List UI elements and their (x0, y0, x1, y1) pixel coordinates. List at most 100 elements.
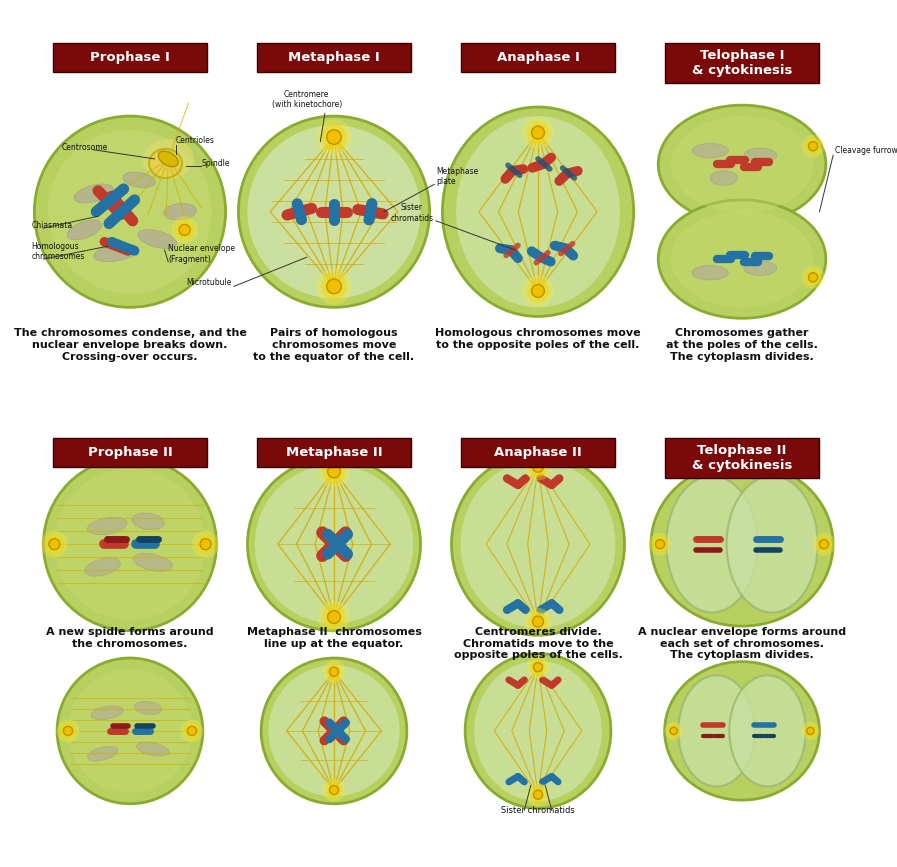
Ellipse shape (671, 116, 813, 212)
Text: A nuclear envelope forms around
each set of chromosomes.
The cytoplasm divides.: A nuclear envelope forms around each set… (638, 627, 846, 661)
Ellipse shape (132, 513, 164, 530)
Ellipse shape (327, 465, 340, 478)
FancyBboxPatch shape (257, 43, 412, 72)
Ellipse shape (329, 667, 338, 676)
FancyBboxPatch shape (53, 438, 207, 466)
Ellipse shape (187, 727, 196, 735)
Ellipse shape (808, 273, 818, 282)
Ellipse shape (57, 720, 80, 742)
Ellipse shape (85, 557, 120, 577)
Ellipse shape (656, 539, 665, 549)
Ellipse shape (321, 273, 347, 299)
Text: Telophase I
& cytokinesis: Telophase I & cytokinesis (692, 49, 792, 77)
Ellipse shape (34, 116, 226, 307)
Ellipse shape (135, 701, 161, 714)
Text: Centrosome: Centrosome (62, 143, 108, 152)
Ellipse shape (727, 476, 818, 612)
Ellipse shape (532, 284, 544, 297)
Text: Cleavage furrow: Cleavage furrow (835, 146, 897, 154)
Ellipse shape (49, 538, 60, 550)
Ellipse shape (522, 275, 554, 307)
Ellipse shape (466, 654, 611, 808)
Ellipse shape (801, 721, 820, 740)
Text: Anaphase II: Anaphase II (494, 446, 582, 459)
FancyBboxPatch shape (460, 438, 615, 466)
FancyBboxPatch shape (665, 43, 820, 83)
Ellipse shape (692, 143, 728, 158)
Ellipse shape (91, 706, 124, 720)
Text: Sister chromatids: Sister chromatids (501, 805, 575, 815)
Ellipse shape (68, 669, 192, 792)
Ellipse shape (527, 783, 549, 806)
Text: Nuclear envelope
(Fragment): Nuclear envelope (Fragment) (169, 244, 235, 264)
Ellipse shape (530, 786, 546, 803)
Ellipse shape (239, 116, 430, 307)
Ellipse shape (87, 517, 127, 535)
Text: Homologous
chromosomes: Homologous chromosomes (31, 242, 85, 261)
Ellipse shape (533, 616, 544, 627)
Ellipse shape (665, 721, 683, 740)
Ellipse shape (528, 457, 548, 477)
FancyBboxPatch shape (257, 438, 412, 466)
Ellipse shape (55, 468, 205, 620)
Ellipse shape (456, 116, 620, 307)
Ellipse shape (326, 782, 342, 799)
Text: Metaphase II: Metaphase II (285, 446, 382, 459)
Ellipse shape (196, 534, 215, 554)
Ellipse shape (149, 149, 182, 178)
Ellipse shape (442, 107, 633, 316)
Ellipse shape (658, 200, 826, 318)
Ellipse shape (815, 536, 832, 552)
Ellipse shape (533, 461, 544, 473)
Ellipse shape (255, 465, 414, 623)
Ellipse shape (671, 211, 813, 307)
Ellipse shape (45, 534, 65, 554)
Ellipse shape (43, 458, 216, 630)
Ellipse shape (67, 220, 101, 240)
Text: Anaphase I: Anaphase I (497, 51, 579, 64)
Ellipse shape (744, 148, 777, 162)
Ellipse shape (261, 658, 407, 804)
Ellipse shape (813, 533, 835, 556)
Ellipse shape (820, 539, 829, 549)
Text: Telophase II
& cytokinesis: Telophase II & cytokinesis (692, 444, 792, 472)
Text: The chromosomes condense, and the
nuclear envelope breaks down.
Crossing-over oc: The chromosomes condense, and the nuclea… (13, 329, 247, 362)
Ellipse shape (248, 458, 421, 630)
Ellipse shape (710, 171, 737, 186)
Ellipse shape (806, 727, 814, 734)
Text: Chromosomes gather
at the poles of the cells.
The cytoplasm divides.: Chromosomes gather at the poles of the c… (666, 329, 818, 362)
Ellipse shape (678, 675, 754, 786)
Ellipse shape (133, 553, 172, 571)
Ellipse shape (248, 125, 421, 298)
Ellipse shape (649, 533, 672, 556)
Ellipse shape (323, 779, 345, 801)
Ellipse shape (268, 665, 399, 797)
Ellipse shape (94, 244, 139, 262)
Ellipse shape (164, 204, 196, 220)
Ellipse shape (666, 476, 758, 612)
Ellipse shape (143, 139, 194, 179)
Ellipse shape (451, 453, 624, 636)
Ellipse shape (321, 124, 347, 150)
Ellipse shape (318, 455, 350, 487)
FancyBboxPatch shape (460, 43, 615, 72)
Ellipse shape (670, 727, 677, 734)
Text: Metaphase
plate: Metaphase plate (436, 167, 478, 186)
Ellipse shape (805, 269, 822, 285)
Ellipse shape (318, 601, 350, 633)
Ellipse shape (136, 742, 169, 756)
Text: A new spidle forms around
the chromosomes.: A new spidle forms around the chromosome… (46, 627, 213, 649)
Text: Centromere
(with kinetochore): Centromere (with kinetochore) (272, 89, 342, 109)
Ellipse shape (530, 659, 546, 675)
Ellipse shape (527, 121, 550, 144)
Ellipse shape (729, 675, 806, 786)
Ellipse shape (192, 531, 219, 557)
Ellipse shape (658, 105, 826, 224)
Ellipse shape (175, 220, 195, 240)
Ellipse shape (200, 538, 211, 550)
Ellipse shape (651, 462, 833, 626)
Ellipse shape (805, 138, 822, 154)
Ellipse shape (527, 279, 550, 303)
Ellipse shape (525, 453, 552, 480)
Text: Centromeres divide.
Chromatids move to the
opposite poles of the cells.: Centromeres divide. Chromatids move to t… (454, 627, 623, 661)
